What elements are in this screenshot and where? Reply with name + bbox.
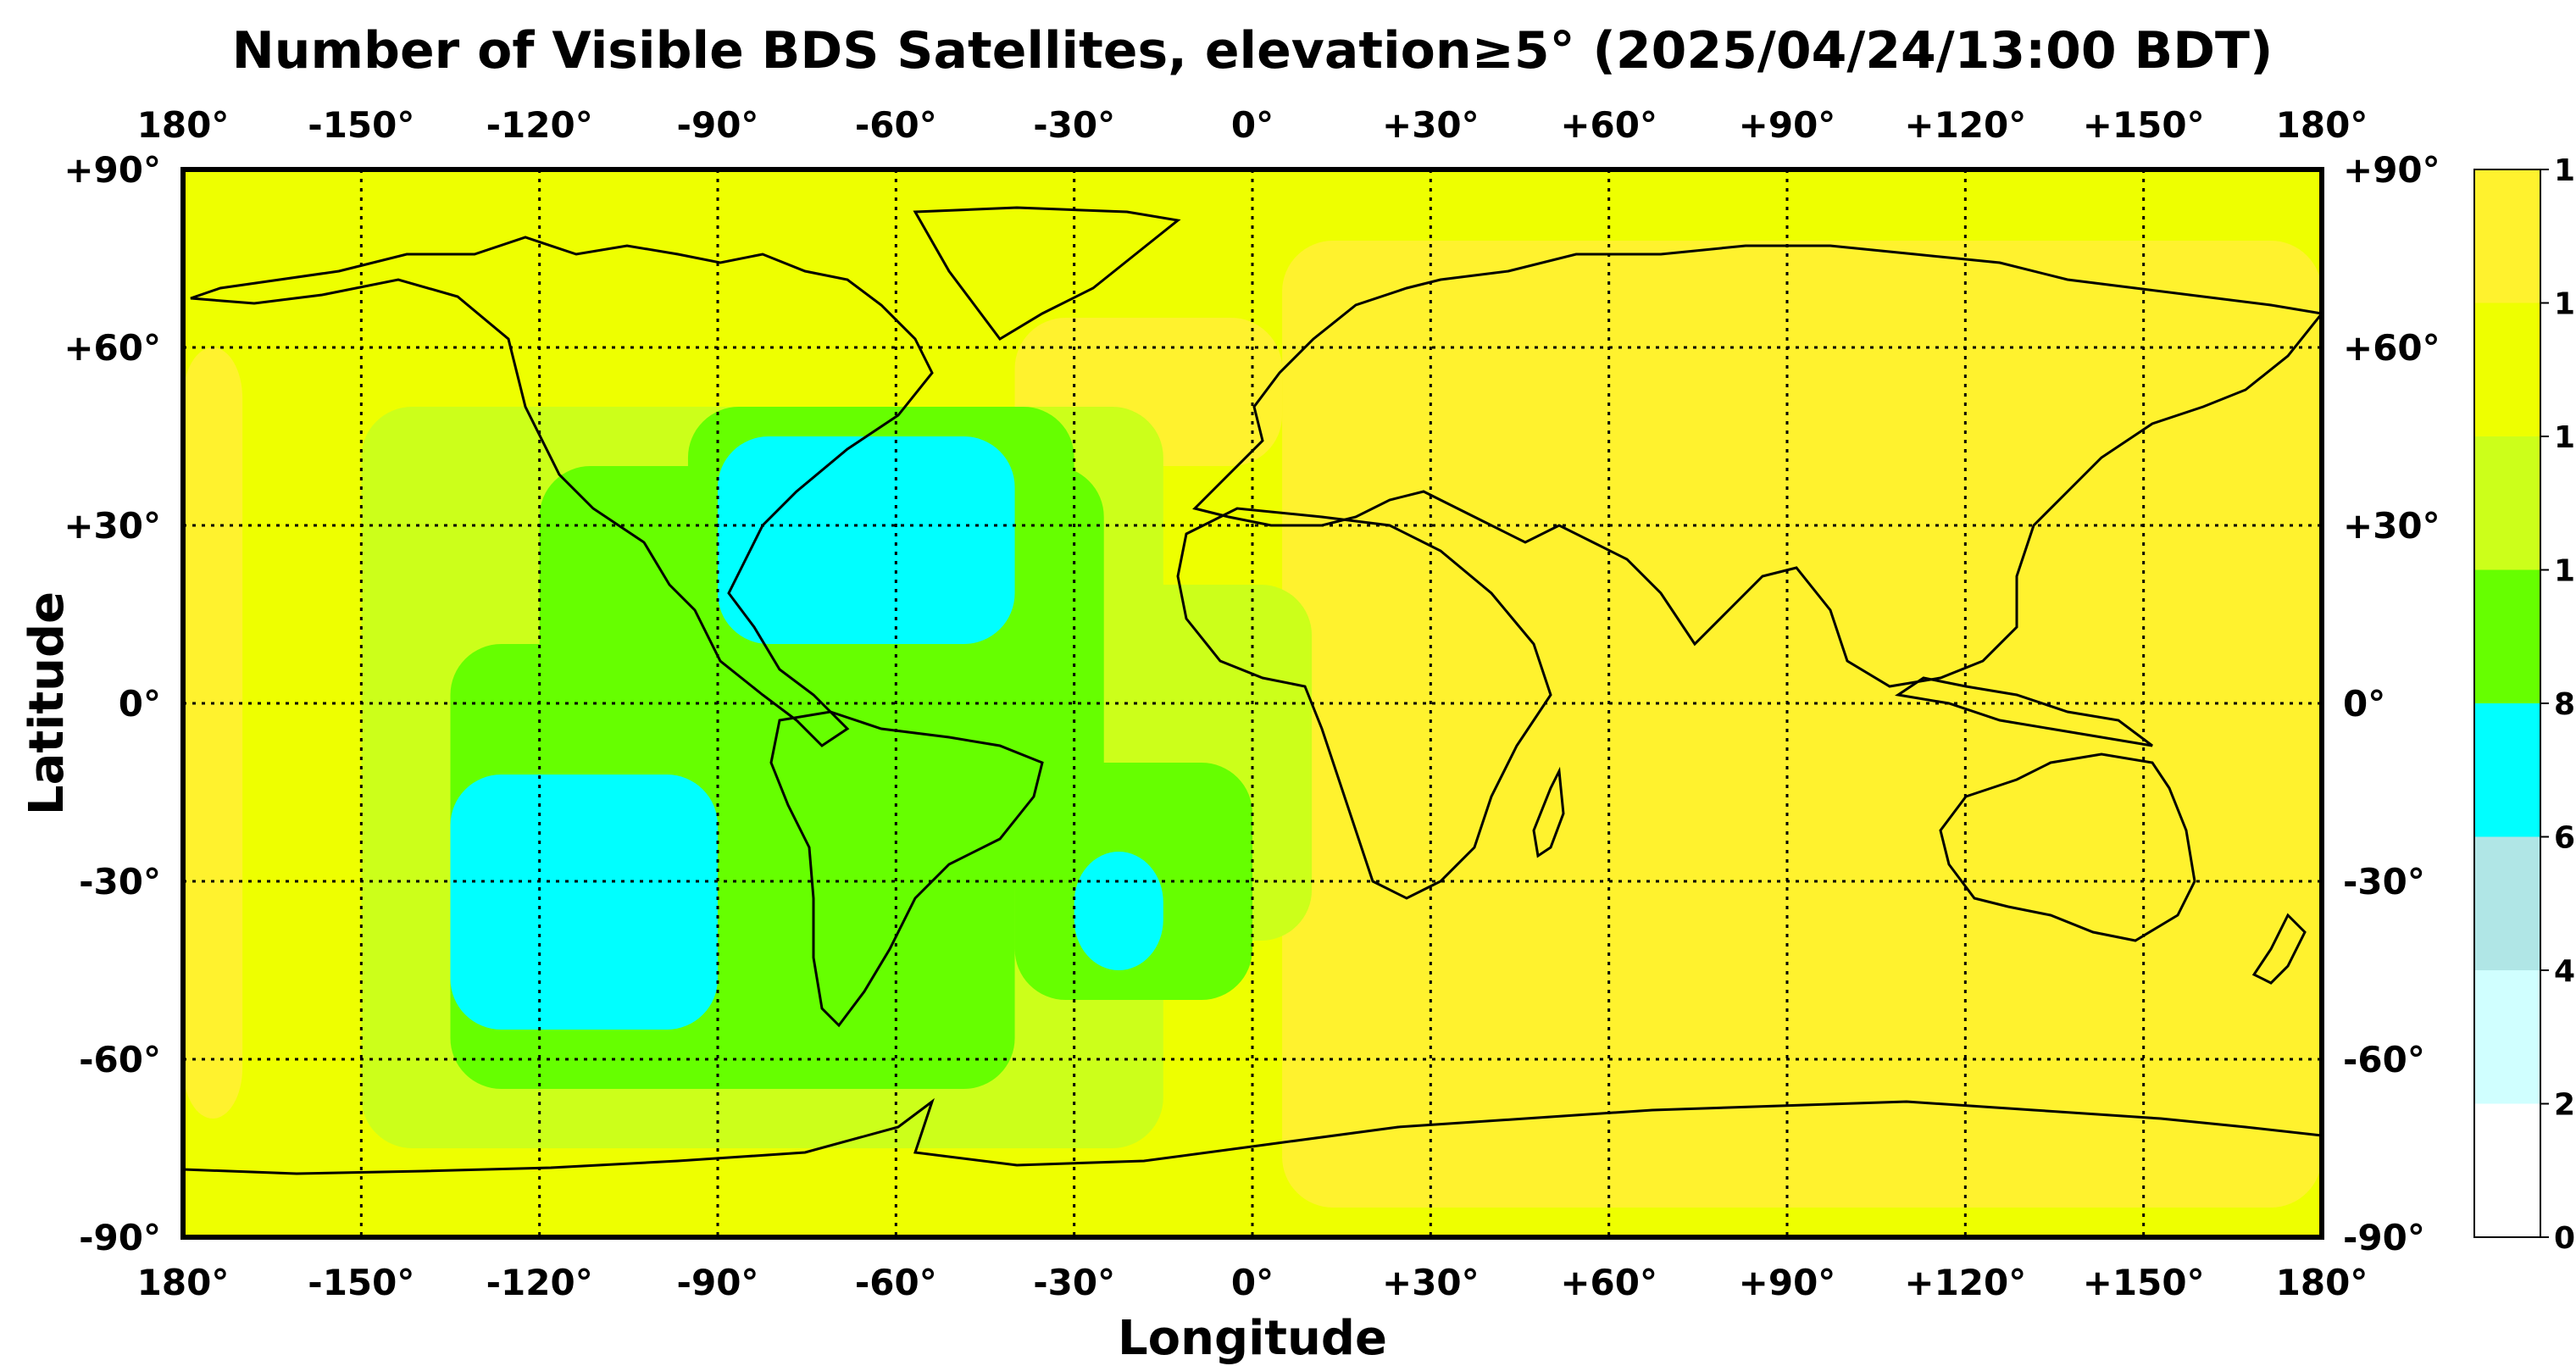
- x-tick-label-bottom: 0°: [1231, 1262, 1274, 1303]
- x-tick-label-top: +60°: [1560, 104, 1657, 146]
- x-tick-label-top: +120°: [1904, 104, 2026, 146]
- x-tick-label-bottom: -120°: [486, 1262, 593, 1303]
- x-tick-label-bottom: -90°: [677, 1262, 759, 1303]
- coastline-new-zealand: [2251, 913, 2307, 985]
- coastline-southeast-asia-islands: [1895, 676, 2153, 747]
- y-tick-label-right: +30°: [2343, 505, 2440, 547]
- x-tick-label-bottom: +60°: [1560, 1262, 1657, 1303]
- y-tick-label-right: +60°: [2343, 327, 2440, 369]
- x-tick-label-top: -60°: [855, 104, 937, 146]
- coastline-south-america: [769, 710, 1044, 1028]
- y-tick-label-right: +90°: [2343, 149, 2440, 191]
- coastline-antarctica: [183, 1097, 2322, 1175]
- y-tick-label-right: -30°: [2343, 861, 2425, 902]
- colorbar-tick-label: 12: [2554, 420, 2576, 455]
- plot-frame: [180, 167, 2324, 1240]
- x-tick-label-top: +150°: [2083, 104, 2205, 146]
- x-tick-label-bottom: +120°: [1904, 1262, 2026, 1303]
- colorbar-tick-label: 4: [2554, 954, 2575, 989]
- chart-title: Number of Visible BDS Satellites, elevat…: [232, 21, 2273, 81]
- colorbar-bin: [2474, 169, 2540, 303]
- coastline-eurasia: [1192, 244, 2322, 688]
- x-tick-label-bottom: 180°: [2276, 1262, 2368, 1303]
- y-tick-label-right: -60°: [2343, 1039, 2425, 1080]
- colorbar-bin: [2474, 970, 2540, 1104]
- y-tick-label-right: -90°: [2343, 1217, 2425, 1258]
- heatmap-region: [1282, 241, 2322, 1208]
- x-tick-label-top: -30°: [1033, 104, 1115, 146]
- x-tick-label-bottom: -150°: [308, 1262, 414, 1303]
- colorbar-tick-label: 6: [2554, 821, 2575, 856]
- colorbar-tick-label: 14: [2554, 287, 2576, 322]
- x-tick-label-bottom: +90°: [1739, 1262, 1836, 1303]
- x-tick-label-bottom: +150°: [2083, 1262, 2205, 1303]
- y-tick-label-left: +30°: [64, 505, 161, 547]
- x-tick-label-top: 180°: [2276, 104, 2368, 146]
- x-axis-label: Longitude: [1118, 1311, 1387, 1366]
- colorbar-tick-labels: 16 14 12 10 8 6 4 2 0: [2540, 153, 2576, 1256]
- colorbar-bin: [2474, 836, 2540, 970]
- y-tick-label-left: +60°: [64, 327, 161, 369]
- y-tick-labels-left: +90° +60° +30° 0° -30° -60° -90°: [64, 149, 161, 1258]
- heatmap-region: [183, 347, 243, 1119]
- y-tick-label-left: -30°: [79, 861, 161, 902]
- y-tick-label-left: +90°: [64, 149, 161, 191]
- y-tick-label-left: -60°: [79, 1039, 161, 1080]
- x-tick-label-top: 180°: [137, 104, 230, 146]
- graticule: [183, 169, 2322, 1237]
- x-tick-label-bottom: -30°: [1033, 1262, 1115, 1303]
- coastline-greenland: [913, 206, 1181, 341]
- colorbar-tick-label: 10: [2554, 554, 2576, 589]
- x-tick-label-top: -90°: [677, 104, 759, 146]
- colorbar-bin: [2474, 436, 2540, 570]
- y-tick-label-left: -90°: [79, 1217, 161, 1258]
- x-tick-label-top: -120°: [486, 104, 593, 146]
- x-tick-label-bottom: 180°: [137, 1262, 230, 1303]
- x-tick-label-bottom: -60°: [855, 1262, 937, 1303]
- x-tick-label-top: +90°: [1739, 104, 1836, 146]
- y-tick-labels-right: +90° +60° +30° 0° -30° -60° -90°: [2343, 149, 2440, 1258]
- coastline-africa: [1176, 507, 1552, 900]
- x-tick-label-top: -150°: [308, 104, 414, 146]
- colorbar-bin: [2474, 303, 2540, 436]
- colorbar-bin: [2474, 569, 2540, 703]
- y-tick-label-left: 0°: [119, 683, 161, 725]
- colorbar: [2473, 169, 2541, 1238]
- colorbar-tick-label: 8: [2554, 687, 2575, 722]
- heatmap-region: [450, 775, 718, 1030]
- colorbar-tick-label: 16: [2554, 153, 2576, 188]
- heatmap-region: [1074, 852, 1163, 970]
- coastline-madagascar: [1532, 766, 1565, 858]
- x-tick-label-bottom: +30°: [1382, 1262, 1480, 1303]
- x-tick-label-top: +30°: [1382, 104, 1480, 146]
- heatmap-region: [718, 436, 1015, 644]
- colorbar-bin: [2474, 703, 2540, 837]
- coastline-north-america: [190, 236, 934, 747]
- y-axis-label: Latitude: [19, 591, 75, 815]
- x-tick-label-top: 0°: [1231, 104, 1274, 146]
- colorbar-tick-label: 0: [2554, 1221, 2575, 1256]
- colorbar-tick-label: 2: [2554, 1088, 2575, 1123]
- x-tick-labels-top: 180° -150° -120° -90° -60° -30° 0° +30° +60° +90°…: [137, 104, 2368, 146]
- x-tick-labels-bottom: 180° -150° -120° -90° -60° -30° 0° +30° +60° +90°…: [137, 1262, 2368, 1303]
- coastlines: [183, 206, 2322, 1175]
- colorbar-bin: [2474, 1103, 2540, 1237]
- coastline-australia: [1939, 752, 2196, 942]
- y-tick-label-right: 0°: [2343, 683, 2385, 725]
